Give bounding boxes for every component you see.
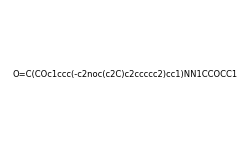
Text: O=C(COc1ccc(-c2noc(c2C)c2ccccc2)cc1)NN1CCOCC1: O=C(COc1ccc(-c2noc(c2C)c2ccccc2)cc1)NN1C… <box>12 70 237 80</box>
